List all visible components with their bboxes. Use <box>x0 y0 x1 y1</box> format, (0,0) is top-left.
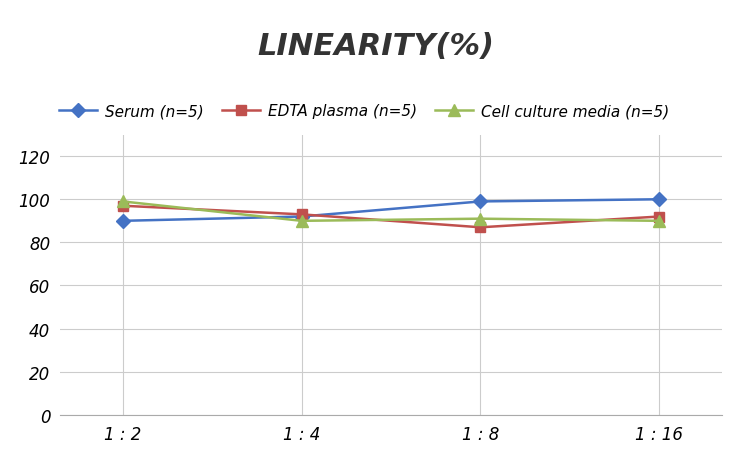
EDTA plasma (n=5) <box>655 214 664 220</box>
Line: Cell culture media (n=5): Cell culture media (n=5) <box>117 197 665 227</box>
Serum (n=5) <box>118 219 127 224</box>
Serum (n=5) <box>655 197 664 202</box>
Cell culture media (n=5) <box>655 219 664 224</box>
Cell culture media (n=5) <box>297 219 306 224</box>
Serum (n=5) <box>476 199 485 205</box>
Legend: Serum (n=5), EDTA plasma (n=5), Cell culture media (n=5): Serum (n=5), EDTA plasma (n=5), Cell cul… <box>53 98 675 125</box>
Cell culture media (n=5) <box>476 216 485 222</box>
Line: EDTA plasma (n=5): EDTA plasma (n=5) <box>118 202 664 233</box>
EDTA plasma (n=5) <box>297 212 306 217</box>
Text: LINEARITY(%): LINEARITY(%) <box>257 32 495 60</box>
Serum (n=5) <box>297 214 306 220</box>
Line: Serum (n=5): Serum (n=5) <box>118 195 664 226</box>
Cell culture media (n=5) <box>118 199 127 205</box>
EDTA plasma (n=5) <box>118 203 127 209</box>
EDTA plasma (n=5) <box>476 225 485 230</box>
